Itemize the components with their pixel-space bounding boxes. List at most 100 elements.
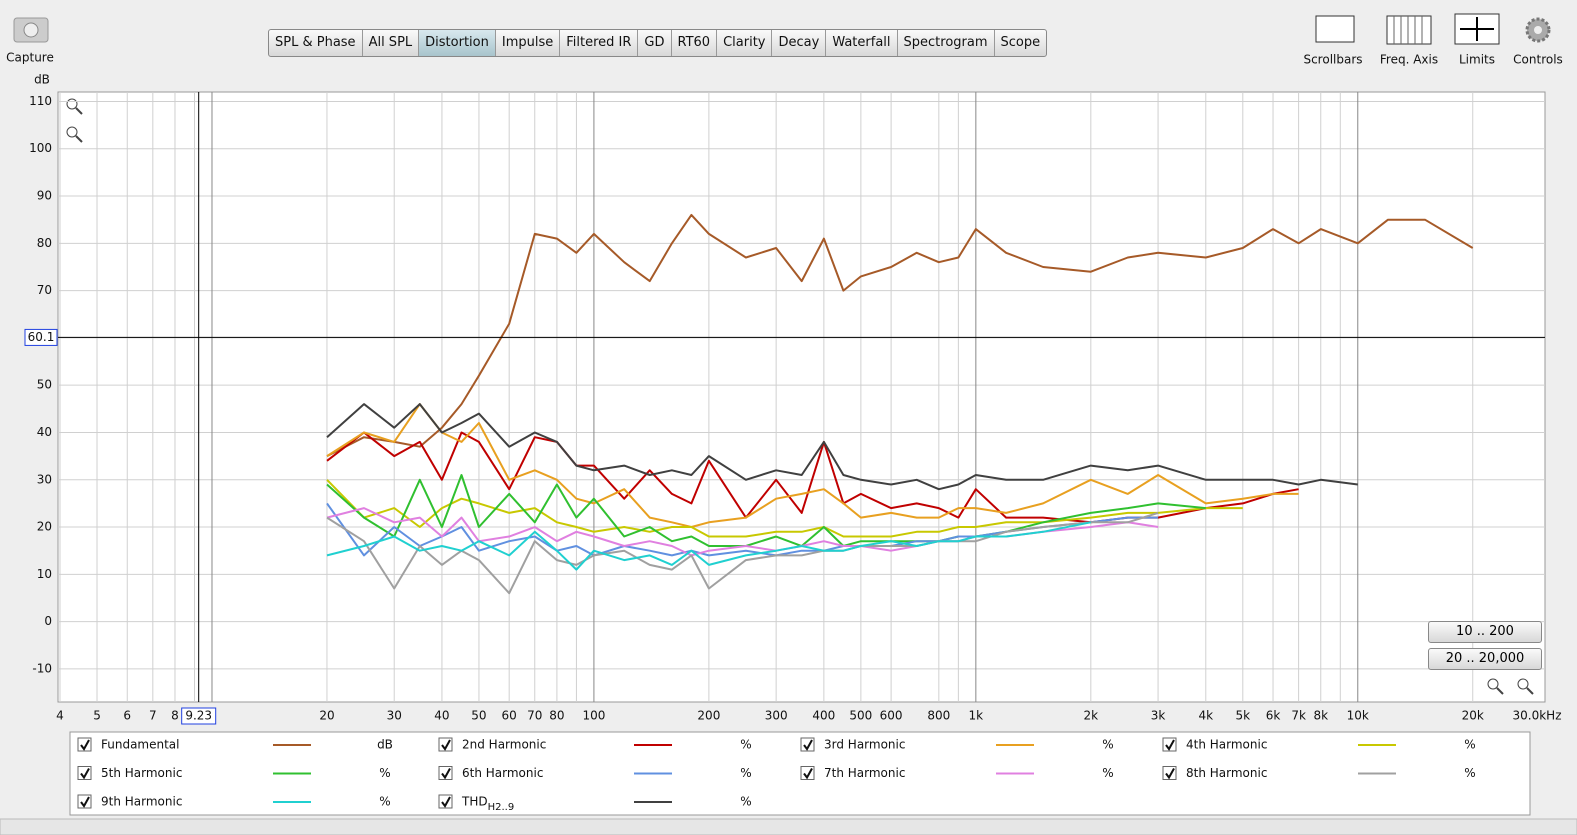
x-tick-label: 80 [549,709,564,723]
check [441,796,451,808]
cursor-x-label: 9.23 [185,709,212,723]
legend-unit: % [1464,766,1475,780]
tab[interactable]: Spectrogram [898,30,995,56]
legend-unit: % [379,766,390,780]
range-button[interactable]: 20 .. 20,000 [1428,648,1542,670]
y-tick-label: 10 [37,567,52,581]
x-tick-label: 200 [697,709,720,723]
x-tick-label: 30.0kHz [1513,709,1562,723]
x-tick-label: 300 [765,709,788,723]
x-tick-label: 6k [1266,709,1281,723]
y-tick-label: 80 [37,236,52,250]
x-tick-label: 5k [1236,709,1251,723]
x-tick-label: 500 [849,709,872,723]
series-line [326,403,1358,491]
tool-label[interactable]: Limits [1459,53,1495,67]
tool-label[interactable]: Scrollbars [1303,53,1362,67]
tab[interactable]: GD [638,30,672,56]
tool-label[interactable]: Controls [1513,53,1563,67]
capture-icon[interactable] [13,17,49,43]
tab[interactable]: RT60 [672,30,718,56]
limits-icon[interactable] [1454,13,1500,45]
y-tick-label: 100 [29,141,52,155]
check [1165,768,1175,780]
x-tick-label: 8k [1313,709,1328,723]
legend-name: 4th Harmonic [1186,738,1267,752]
legend-unit: % [740,738,751,752]
x-tick-label: 400 [812,709,835,723]
x-tick-label: 40 [434,709,449,723]
x-tick-label: 7 [149,709,157,723]
tab[interactable]: Filtered IR [560,30,639,56]
check [1165,739,1175,751]
x-tick-label: 30 [387,709,402,723]
check [80,739,90,751]
tab[interactable]: Decay [772,30,827,56]
legend-name: 3rd Harmonic [824,738,905,752]
x-tick-label: 20k [1462,709,1484,723]
range-button[interactable]: 10 .. 200 [1428,621,1542,643]
check [803,739,813,751]
x-tick-label: 8 [171,709,179,723]
capture-label[interactable]: Capture [6,51,54,65]
tab[interactable]: Scope [1000,35,1041,50]
legend-name: Fundamental [101,738,180,752]
series-line [326,502,1159,557]
legend-unit: % [1464,738,1475,752]
tab[interactable]: SPL & Phase [269,30,363,56]
zoom-icons[interactable] [66,98,1534,695]
y-tick-label: 90 [37,189,52,203]
check [803,768,813,780]
legend-unit: % [1102,738,1113,752]
x-tick-label: 6 [123,709,131,723]
legend-unit: % [1102,766,1113,780]
x-tick-label: 600 [880,709,903,723]
legend-unit: dB [377,738,393,752]
cursor-x-box [181,707,217,725]
x-tick-label: 1k [969,709,984,723]
tab-bar: SPL & Phase All SPL Distortion Impulse Filte… [268,29,1048,57]
legend-name: 7th Harmonic [824,766,905,780]
check [441,739,451,751]
series-line [326,511,1159,595]
legend-name: 8th Harmonic [1186,766,1267,780]
check [441,768,451,780]
y-tick-label: 50 [37,378,52,392]
x-tick-label: 3k [1151,709,1166,723]
x-tick-label: 5 [93,709,101,723]
y-tick-label: 70 [37,283,52,297]
legend-unit: % [740,795,751,809]
legend-name: 2nd Harmonic [462,738,546,752]
series-line [326,479,1243,538]
freq-axis-icon[interactable] [1386,15,1432,45]
x-tick-label: 800 [927,709,950,723]
tab[interactable]: Waterfall [826,30,898,56]
legend [69,731,1531,816]
tab[interactable]: Clarity [717,30,773,56]
y-tick-label: -10 [32,661,52,675]
series-line [326,403,1299,528]
tab[interactable]: All SPL [363,30,420,56]
scrollbars-icon[interactable] [1315,15,1355,43]
legend-name: 5th Harmonic [101,766,182,780]
tool-label[interactable]: Freq. Axis [1380,53,1438,67]
check [80,768,90,780]
x-tick-label: 2k [1084,709,1099,723]
x-tick-label: 10k [1347,709,1369,723]
tab[interactable]: Distortion [419,30,496,56]
y-axis-label: dB [34,73,50,87]
controls-icon[interactable] [1525,17,1551,43]
x-tick-label: 7k [1291,709,1306,723]
status-bar [0,818,1577,835]
legend-name: 6th Harmonic [462,766,543,780]
cursor-y-label: 60.1 [28,330,55,344]
tab[interactable]: Impulse [496,30,561,56]
y-tick-label: 110 [29,94,52,108]
x-tick-label: 4k [1198,709,1213,723]
x-tick-label: 100 [582,709,605,723]
legend-unit: % [379,795,390,809]
y-tick-label: 20 [37,520,52,534]
legend-name: 9th Harmonic [101,795,182,809]
